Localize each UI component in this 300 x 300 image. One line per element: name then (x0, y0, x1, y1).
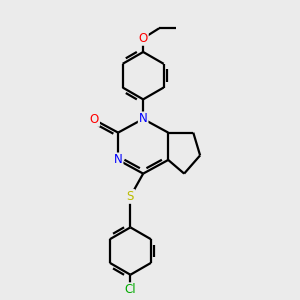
Text: O: O (139, 32, 148, 45)
Text: N: N (139, 112, 148, 125)
Text: N: N (114, 153, 122, 167)
Text: Cl: Cl (124, 283, 136, 296)
Text: O: O (90, 113, 99, 126)
Text: S: S (127, 190, 134, 203)
